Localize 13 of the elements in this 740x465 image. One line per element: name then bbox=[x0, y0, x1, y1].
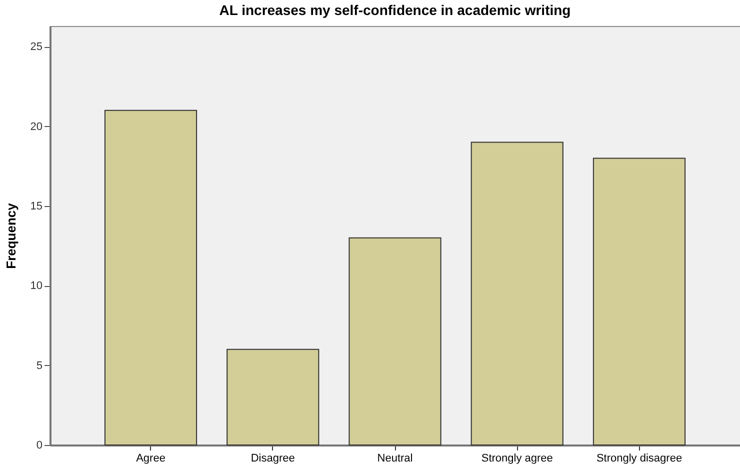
y-tick-label: 25 bbox=[30, 41, 42, 54]
x-tick-label: Disagree bbox=[250, 452, 295, 464]
y-tick-label: 5 bbox=[36, 360, 42, 372]
x-tick-label: Strongly agree bbox=[481, 452, 553, 464]
y-tick-label: 15 bbox=[30, 200, 42, 213]
y-axis-title: Frequency bbox=[3, 202, 18, 269]
x-tick-label: Agree bbox=[136, 452, 166, 464]
y-tick-label: 20 bbox=[30, 120, 42, 133]
x-tick-label: Neutral bbox=[377, 452, 413, 464]
y-tick-label: 0 bbox=[36, 440, 42, 452]
y-tick-label: 10 bbox=[30, 280, 42, 292]
x-tick-label: Strongly disagree bbox=[596, 452, 682, 464]
chart-title: AL increases my self-confidence in academic writing bbox=[219, 2, 571, 18]
